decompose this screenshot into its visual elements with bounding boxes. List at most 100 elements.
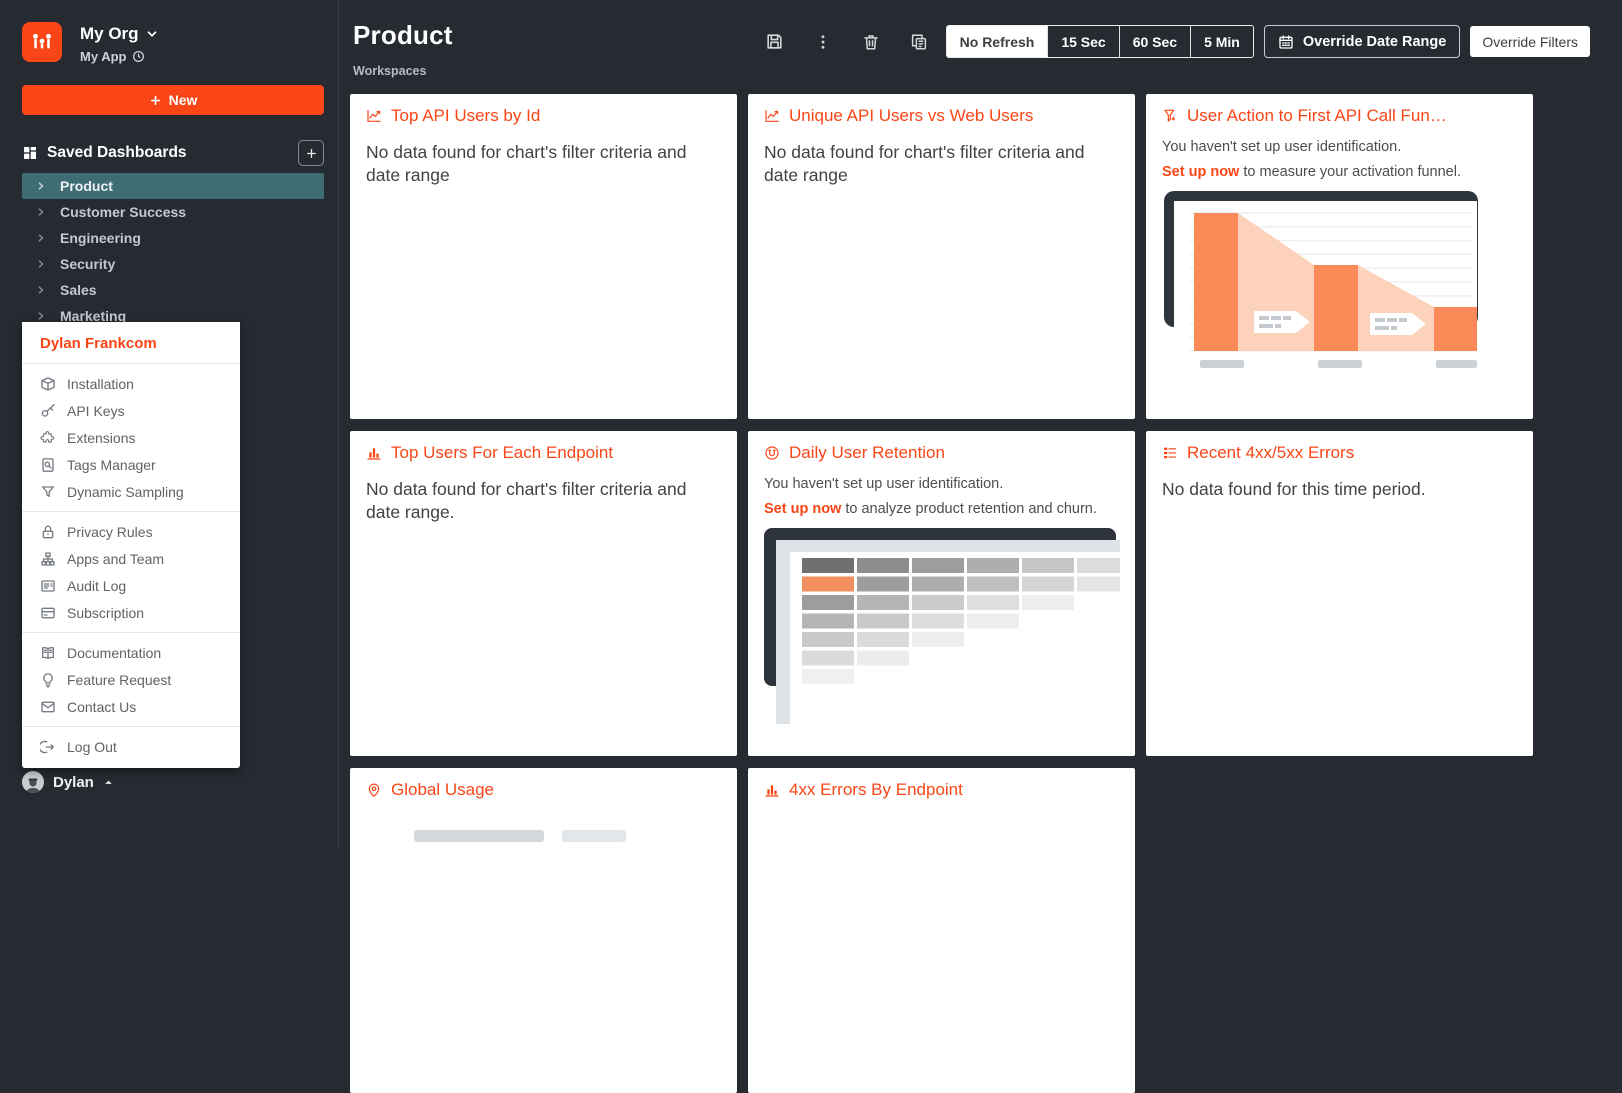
card-daily-user-retention: Daily User Retention You haven't set up … — [748, 431, 1135, 756]
user-account-toggle[interactable]: Dylan — [22, 771, 114, 793]
card-title[interactable]: Recent 4xx/5xx Errors — [1162, 443, 1517, 463]
funnel-preview-illustration — [1164, 191, 1478, 382]
org-name[interactable]: My Org — [80, 24, 139, 43]
menu-item-label: Apps and Team — [67, 550, 165, 567]
card-title-label: Daily User Retention — [789, 443, 945, 462]
app-root: My Org My App New — [22, 0, 1622, 1093]
set-up-now-link[interactable]: Set up now — [764, 501, 842, 518]
save-button[interactable] — [765, 32, 784, 52]
card-title[interactable]: Global Usage — [366, 780, 721, 800]
chevron-right-icon — [36, 285, 46, 295]
sidebar-item-security[interactable]: Security — [22, 251, 324, 277]
card-title[interactable]: Top API Users by Id — [366, 106, 721, 126]
new-button[interactable]: New — [22, 85, 324, 115]
saved-dashboards-header: Saved Dashboards — [22, 140, 324, 166]
caret-up-icon — [103, 777, 114, 788]
menu-item-documentation[interactable]: Documentation — [22, 639, 240, 666]
menu-item-dynamic-sampling[interactable]: Dynamic Sampling — [22, 478, 240, 505]
card-empty-message: No data found for chart's filter criteri… — [366, 142, 687, 186]
override-filters-button[interactable]: Override Filters — [1470, 26, 1590, 57]
saved-dashboards-list: Product Customer Success Engineering Securi… — [22, 173, 324, 329]
card-title[interactable]: Daily User Retention — [764, 443, 1119, 463]
override-date-range-label: Override Date Range — [1302, 33, 1447, 50]
menu-item-tags-manager[interactable]: Tags Manager — [22, 451, 240, 478]
menu-item-extensions[interactable]: Extensions — [22, 424, 240, 451]
toolbar: No Refresh 15 Sec 60 Sec 5 Min Override Dat… — [765, 25, 1590, 58]
menu-item-contact-us[interactable]: Contact Us — [22, 693, 240, 720]
sidebar-item-label: Customer Success — [60, 204, 187, 220]
card-title[interactable]: 4xx Errors By Endpoint — [764, 780, 1119, 800]
refresh-option-5-min[interactable]: 5 Min — [1190, 26, 1253, 57]
menu-item-log-out[interactable]: Log Out — [22, 733, 240, 760]
card-top-users-for-each-endpoint: Top Users For Each Endpoint No data found… — [350, 431, 737, 756]
sidebar-item-label: Product — [60, 178, 113, 194]
delete-button[interactable] — [862, 32, 880, 52]
menu-user-fullname: Dylan Frankcom — [40, 335, 157, 352]
package-icon — [40, 376, 56, 392]
duplicate-button[interactable] — [910, 32, 928, 52]
card-title-label: Global Usage — [391, 780, 495, 799]
card-empty-message: No data found for chart's filter criteri… — [764, 142, 1085, 186]
menu-item-label: Privacy Rules — [67, 523, 153, 540]
page-heading: Product Workspaces — [353, 20, 453, 78]
user-dropdown-menu: Dylan Frankcom Installation API Keys Exten… — [22, 322, 240, 768]
book-icon — [40, 645, 56, 661]
retention-preview-illustration — [764, 528, 1135, 725]
refresh-option-15-sec[interactable]: 15 Sec — [1047, 26, 1118, 57]
org-selector[interactable]: My Org My App — [22, 22, 324, 64]
calendar-icon — [1278, 34, 1294, 50]
menu-item-installation[interactable]: Installation — [22, 370, 240, 397]
sidebar-item-sales[interactable]: Sales — [22, 277, 324, 303]
notice-line2: to measure your activation funnel. — [1239, 164, 1461, 181]
line-chart-icon — [366, 108, 382, 124]
card-title[interactable]: User Action to First API Call Fun… — [1162, 106, 1517, 126]
refresh-option-no-refresh[interactable]: No Refresh — [946, 26, 1048, 57]
notice-line1: You haven't set up user identification. — [764, 476, 1004, 492]
refresh-interval-group: No Refresh 15 Sec 60 Sec 5 Min — [945, 25, 1254, 58]
sidebar-item-customer-success[interactable]: Customer Success — [22, 199, 324, 225]
delete-icon — [862, 33, 880, 51]
moesif-logo — [22, 22, 62, 62]
menu-item-label: Log Out — [67, 738, 117, 755]
menu-item-label: Tags Manager — [67, 456, 156, 473]
filter-funnel-icon — [40, 484, 56, 500]
card-title[interactable]: Top Users For Each Endpoint — [366, 443, 721, 463]
sidebar-item-label: Sales — [60, 282, 97, 298]
card-empty-message: No data found for this time period. — [1162, 479, 1426, 499]
audit-log-icon — [40, 578, 56, 594]
card-title-label: Unique API Users vs Web Users — [789, 106, 1034, 125]
app-name[interactable]: My App — [80, 49, 127, 64]
sidebar-item-product[interactable]: Product — [22, 173, 324, 199]
lightbulb-icon — [40, 672, 56, 688]
refresh-option-60-sec[interactable]: 60 Sec — [1118, 26, 1190, 57]
menu-item-apps-and-team[interactable]: Apps and Team — [22, 545, 240, 572]
set-up-now-link[interactable]: Set up now — [1162, 164, 1240, 181]
notice-line2: to analyze product retention and churn. — [841, 501, 1097, 518]
menu-item-audit-log[interactable]: Audit Log — [22, 572, 240, 599]
dashboard-grid-icon — [22, 145, 38, 161]
menu-item-label: Extensions — [67, 429, 136, 446]
user-name: Dylan — [53, 773, 94, 791]
credit-card-icon — [40, 605, 56, 621]
menu-item-api-keys[interactable]: API Keys — [22, 397, 240, 424]
org-text: My Org My App — [80, 22, 159, 64]
menu-item-privacy-rules[interactable]: Privacy Rules — [22, 518, 240, 545]
card-empty-message: No data found for chart's filter criteri… — [366, 479, 687, 523]
sidebar-item-engineering[interactable]: Engineering — [22, 225, 324, 251]
add-dashboard-button[interactable] — [298, 140, 324, 166]
menu-section-1: Privacy Rules Apps and Team Audit Log Subsc… — [22, 511, 240, 632]
sidebar-item-marketing[interactable]: Marketing — [22, 303, 324, 329]
more-options-button[interactable] — [814, 32, 832, 52]
notice-line1: You haven't set up user identification. — [1162, 139, 1402, 155]
menu-item-feature-request[interactable]: Feature Request — [22, 666, 240, 693]
override-date-range-button[interactable]: Override Date Range — [1263, 25, 1461, 58]
card-title-label: User Action to First API Call Fun… — [1187, 106, 1447, 125]
card-title[interactable]: Unique API Users vs Web Users — [764, 106, 1119, 126]
menu-item-label: Installation — [67, 375, 134, 392]
tag-search-icon — [40, 457, 56, 473]
chevron-right-icon — [36, 259, 46, 269]
card-title-label: 4xx Errors By Endpoint — [789, 780, 963, 799]
menu-item-subscription[interactable]: Subscription — [22, 599, 240, 626]
main-header: Product Workspaces No Refresh 15 Sec 60 Se… — [339, 0, 1622, 78]
card-global-usage: Global Usage — [350, 768, 737, 1093]
